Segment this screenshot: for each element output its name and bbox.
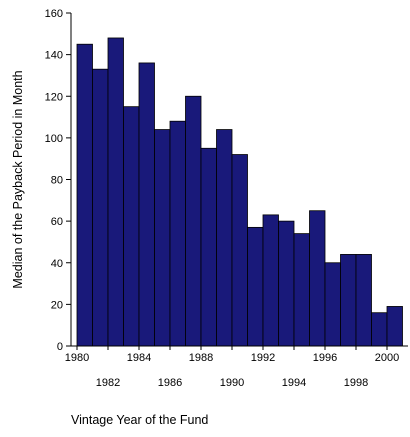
x-tick-label-1992: 1992 [251, 352, 275, 364]
y-tick-label: 120 [45, 91, 63, 103]
bar-1985 [154, 129, 171, 347]
bar-1983 [123, 106, 140, 347]
x-tick-label-1988: 1988 [189, 352, 213, 364]
y-tick-label: 0 [57, 341, 63, 353]
bar-1989 [216, 129, 233, 347]
x-tick-label-1996: 1996 [313, 352, 337, 364]
x-tick-label-1982: 1982 [96, 377, 120, 389]
y-axis-title: Median of the Payback Period in Month [11, 70, 25, 288]
y-tick-label: 20 [51, 299, 63, 311]
bars-group [76, 37, 403, 347]
bar-1982 [107, 37, 124, 347]
bar-1992 [262, 214, 279, 347]
bar-1987 [185, 95, 202, 347]
y-tick-label: 140 [45, 50, 63, 62]
bar-1986 [169, 120, 186, 347]
y-tick-label: 80 [51, 175, 63, 187]
x-tick-label-1994: 1994 [282, 377, 306, 389]
x-tick-label-1986: 1986 [158, 377, 182, 389]
x-tick-label-2000: 2000 [375, 352, 399, 364]
y-tick-label: 40 [51, 258, 63, 270]
x-tick-label-1984: 1984 [127, 352, 151, 364]
bar-1988 [200, 147, 217, 347]
bar-1993 [278, 220, 295, 347]
y-tick-label: 100 [45, 133, 63, 145]
bar-1980 [76, 43, 93, 347]
bar-1999 [371, 312, 388, 347]
x-ticks-group: 1980 1984 1988 1992 1996 2000 1982 1986 1990 1994… [65, 346, 399, 389]
bar-1998 [355, 254, 372, 347]
y-tick-label: 160 [45, 8, 63, 20]
bar-1990 [231, 154, 248, 347]
bar-1991 [247, 226, 264, 347]
bar-1997 [340, 254, 357, 347]
bar-1995 [309, 210, 326, 347]
x-tick-label-1990: 1990 [220, 377, 244, 389]
y-tick-label: 60 [51, 216, 63, 228]
y-ticks-group: 0 20 40 60 80 100 120 140 160 [45, 8, 71, 353]
x-tick-label-1980: 1980 [65, 352, 89, 364]
x-axis-title: Vintage Year of the Fund [71, 413, 208, 427]
bar-1984 [138, 62, 155, 347]
bar-1981 [92, 68, 109, 347]
bar-1996 [324, 262, 341, 347]
bar-2000 [386, 306, 403, 347]
bar-1994 [293, 233, 310, 347]
x-tick-label-1998: 1998 [344, 377, 368, 389]
